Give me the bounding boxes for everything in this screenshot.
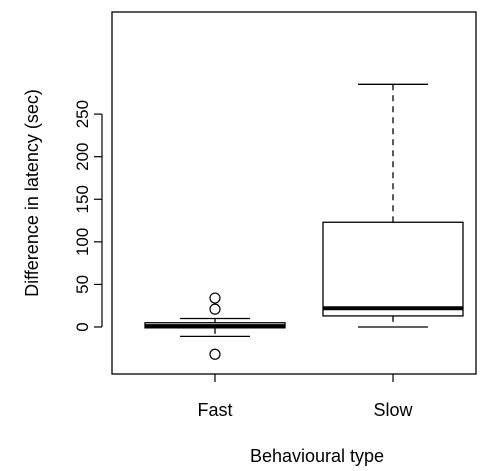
iqr-box	[322, 221, 464, 317]
x-axis: Fast Slow	[197, 374, 414, 420]
x-tick-label: Slow	[373, 400, 413, 420]
y-axis-label: Difference in latency (sec)	[22, 89, 42, 297]
box-group	[322, 83, 464, 328]
y-tick-label: 50	[73, 275, 92, 294]
y-tick-label: 0	[73, 322, 92, 331]
y-tick-label: 150	[73, 185, 92, 213]
plot-frame	[111, 11, 477, 375]
x-axis-label: Behavioural type	[250, 446, 384, 466]
outlier-point	[209, 303, 221, 315]
y-tick-label: 250	[73, 100, 92, 128]
outlier-point	[209, 292, 221, 304]
box-group	[144, 292, 286, 360]
boxes	[144, 83, 464, 360]
x-tick-label: Fast	[197, 400, 232, 420]
y-axis: 0 50 100 150 200 250	[73, 100, 103, 332]
y-tick-label: 100	[73, 228, 92, 256]
outlier-point	[209, 348, 221, 360]
y-tick-label: 200	[73, 142, 92, 170]
